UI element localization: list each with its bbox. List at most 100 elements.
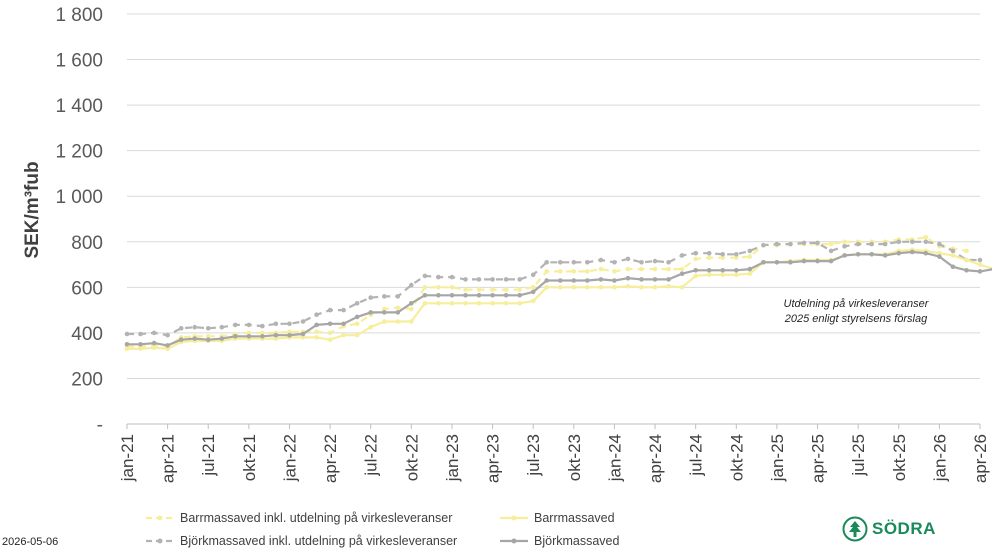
x-tick-label: jul-23 xyxy=(524,434,543,477)
x-tick-label: okt-25 xyxy=(890,434,909,481)
data-point xyxy=(652,277,658,282)
data-point xyxy=(828,258,834,264)
legend-label: Barrmassaved inkl. utdelning på virkesle… xyxy=(180,511,452,525)
data-point xyxy=(530,289,536,295)
data-point xyxy=(192,336,197,341)
y-tick-label: 600 xyxy=(71,278,103,299)
data-point xyxy=(151,330,157,336)
data-point xyxy=(706,250,712,256)
data-point xyxy=(977,257,983,263)
y-tick-label: - xyxy=(97,415,103,436)
data-point xyxy=(964,268,969,273)
data-point xyxy=(246,322,252,328)
data-point xyxy=(571,285,577,290)
data-point xyxy=(964,248,969,254)
data-point xyxy=(273,336,279,341)
data-point xyxy=(124,342,130,347)
data-point xyxy=(855,252,861,257)
data-point xyxy=(747,271,753,277)
data-point xyxy=(666,266,671,272)
data-point xyxy=(151,345,157,351)
data-point xyxy=(490,301,495,306)
data-point xyxy=(382,310,387,315)
data-point xyxy=(788,241,793,247)
data-point xyxy=(666,283,671,289)
data-point xyxy=(598,285,604,290)
data-point xyxy=(706,255,712,260)
data-point xyxy=(490,287,495,292)
x-tick-label: jan-22 xyxy=(280,434,299,482)
data-point xyxy=(341,321,346,327)
data-point xyxy=(571,278,577,283)
data-point xyxy=(368,310,374,315)
data-point xyxy=(734,252,739,257)
data-point xyxy=(368,324,374,330)
data-point xyxy=(734,255,739,260)
data-point xyxy=(314,322,319,328)
data-point xyxy=(368,295,374,300)
y-tick-label: 1 200 xyxy=(55,142,103,163)
data-point xyxy=(869,252,874,257)
data-point xyxy=(517,277,522,282)
data-point xyxy=(842,253,847,258)
data-point xyxy=(747,266,753,272)
data-point xyxy=(598,277,604,282)
x-tick-label: jan-21 xyxy=(118,434,137,482)
data-point xyxy=(747,254,753,259)
data-point xyxy=(395,294,401,299)
y-tick-label: 1 000 xyxy=(55,187,103,208)
y-tick-label: 800 xyxy=(71,233,103,254)
legend-marker xyxy=(511,538,517,544)
data-point xyxy=(476,301,482,306)
data-point xyxy=(706,272,712,278)
data-point xyxy=(828,241,834,247)
data-point xyxy=(530,272,536,278)
data-point xyxy=(124,331,130,337)
legend-marker xyxy=(157,538,163,544)
tree-icon xyxy=(842,516,868,542)
data-point xyxy=(192,324,197,330)
data-point xyxy=(463,287,468,292)
data-point xyxy=(273,321,279,327)
data-point xyxy=(314,335,319,340)
data-point xyxy=(409,301,414,306)
data-point xyxy=(449,274,455,280)
data-point xyxy=(138,346,143,352)
data-point xyxy=(422,273,428,279)
data-point xyxy=(964,257,969,263)
data-point xyxy=(138,331,143,337)
data-point xyxy=(544,278,549,283)
x-tick-label: apr-21 xyxy=(159,434,178,483)
x-tick-label: apr-23 xyxy=(484,434,503,483)
data-point xyxy=(734,268,739,273)
data-point xyxy=(598,266,604,272)
data-point xyxy=(260,334,265,339)
data-point xyxy=(246,334,252,339)
annotation-line-1: Utdelning på virkesleveranser xyxy=(784,298,930,310)
data-point xyxy=(544,269,549,274)
annotation-line-2: 2025 enligt styrelsens förslag xyxy=(784,313,928,325)
data-point xyxy=(165,346,170,352)
data-point xyxy=(395,305,401,311)
data-point xyxy=(449,293,455,298)
data-point xyxy=(178,337,184,343)
data-point xyxy=(205,334,211,339)
x-tick-label: okt-22 xyxy=(402,434,421,481)
data-point xyxy=(585,278,590,283)
data-point xyxy=(436,274,441,280)
data-point xyxy=(896,239,902,245)
data-point xyxy=(558,269,563,274)
series-2 xyxy=(124,239,983,338)
data-point xyxy=(530,298,536,304)
data-point xyxy=(869,241,874,247)
data-point xyxy=(612,285,617,290)
data-point xyxy=(354,332,360,338)
x-tick-label: okt-24 xyxy=(727,434,746,481)
data-point xyxy=(436,301,441,306)
data-point xyxy=(828,248,834,254)
data-point xyxy=(598,257,604,263)
y-tick-label: 1 600 xyxy=(55,51,103,72)
data-point xyxy=(612,269,617,274)
data-point xyxy=(720,268,725,273)
data-point xyxy=(801,240,807,246)
